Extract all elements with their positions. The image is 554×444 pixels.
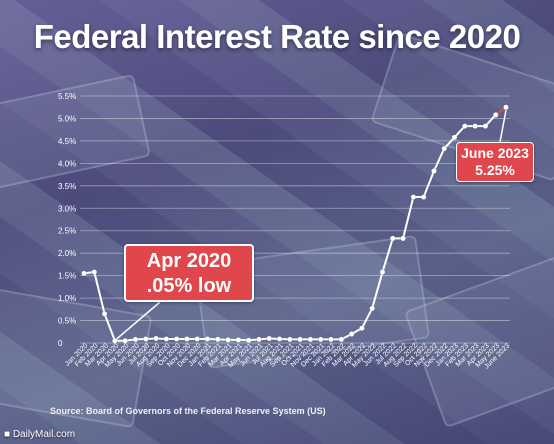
y-tick-label: 3.5% bbox=[58, 182, 76, 191]
y-tick-label: 0.5% bbox=[58, 317, 76, 326]
data-point bbox=[112, 337, 118, 344]
data-point bbox=[400, 235, 406, 242]
data-point bbox=[369, 305, 376, 312]
y-tick-label: 1.0% bbox=[58, 294, 76, 303]
data-point bbox=[266, 335, 273, 342]
callout-low-date: Apr 2020 bbox=[146, 250, 232, 272]
data-point bbox=[173, 336, 180, 342]
chart-title: Federal Interest Rate since 2020 bbox=[33, 18, 521, 55]
callout-april-2020-low: Apr 2020 .05% low bbox=[124, 244, 254, 302]
data-point bbox=[214, 336, 221, 343]
data-point bbox=[317, 336, 324, 343]
data-point bbox=[420, 194, 427, 200]
data-point bbox=[359, 325, 365, 332]
data-point bbox=[328, 336, 334, 343]
dailymail-watermark: ■ DailyMail.com bbox=[4, 429, 76, 440]
data-point bbox=[101, 310, 108, 317]
y-axis-ticks: 0 0.5% 1.0% 1.5% 2.0% 2.5% 3.0% 3.5% 4.0% 4.5% 5.0… bbox=[58, 92, 76, 348]
data-point bbox=[225, 337, 231, 343]
callout-high-date: June 2023 bbox=[461, 145, 529, 161]
data-point bbox=[153, 335, 159, 342]
data-point bbox=[451, 134, 458, 141]
series-line bbox=[83, 114, 497, 342]
data-point bbox=[348, 331, 355, 337]
gridlines bbox=[80, 95, 510, 344]
callout-june-2023-high: June 2023 5.25% bbox=[456, 142, 534, 182]
data-point bbox=[503, 104, 509, 111]
data-point bbox=[122, 337, 129, 344]
source-note: Source: Board of Governors of the Federa… bbox=[50, 406, 326, 416]
data-point bbox=[482, 123, 489, 129]
data-point bbox=[142, 336, 149, 342]
y-tick-label: 5.5% bbox=[58, 92, 76, 101]
y-tick-label: 5.0% bbox=[58, 114, 76, 123]
callout-low-leader bbox=[116, 301, 161, 340]
callout-high-leader bbox=[499, 110, 507, 143]
y-tick-label: 4.5% bbox=[58, 137, 76, 146]
y-tick-label: 2.0% bbox=[58, 249, 76, 258]
y-tick-label: 0 bbox=[58, 339, 63, 348]
data-point bbox=[461, 123, 468, 129]
data-point bbox=[379, 269, 386, 275]
rate-series bbox=[81, 104, 509, 344]
y-tick-label: 1.5% bbox=[58, 272, 76, 281]
y-tick-label: 3.0% bbox=[58, 204, 76, 213]
callout-low-value: .05% low bbox=[146, 275, 232, 297]
data-point bbox=[338, 336, 345, 343]
data-point bbox=[256, 336, 262, 343]
data-point bbox=[492, 112, 499, 118]
y-tick-label: 4.0% bbox=[58, 159, 76, 168]
data-point bbox=[81, 270, 87, 277]
y-tick-label: 2.5% bbox=[58, 227, 76, 236]
callout-high-value: 5.25% bbox=[475, 162, 515, 178]
data-point bbox=[297, 336, 303, 343]
data-point bbox=[441, 145, 448, 152]
data-point bbox=[472, 123, 478, 129]
data-point bbox=[307, 336, 314, 343]
data-point bbox=[389, 235, 396, 242]
data-point bbox=[132, 336, 139, 343]
data-point bbox=[91, 269, 98, 275]
data-point bbox=[245, 337, 252, 344]
data-point bbox=[410, 194, 417, 200]
data-point bbox=[163, 336, 170, 342]
data-point bbox=[194, 336, 201, 342]
data-point bbox=[235, 337, 242, 343]
data-point bbox=[276, 336, 283, 342]
data-point bbox=[184, 336, 190, 342]
data-point bbox=[204, 336, 211, 342]
data-point bbox=[287, 336, 293, 343]
data-point bbox=[431, 168, 437, 174]
